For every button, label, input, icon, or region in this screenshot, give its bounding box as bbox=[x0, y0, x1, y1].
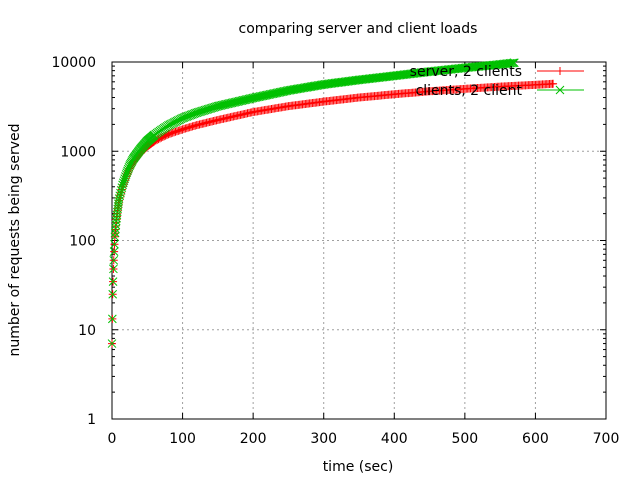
x-tick-label: 200 bbox=[240, 431, 267, 447]
x-axis-label: time (sec) bbox=[323, 459, 394, 475]
data-series bbox=[107, 58, 558, 348]
y-tick-label: 100 bbox=[69, 234, 96, 250]
x-tick-label: 100 bbox=[169, 431, 196, 447]
data-point bbox=[107, 339, 117, 348]
y-tick-label: 1 bbox=[87, 412, 96, 428]
x-tick-label: 500 bbox=[451, 431, 478, 447]
legend-label: clients, 2 client bbox=[416, 83, 523, 99]
data-point bbox=[124, 163, 134, 172]
series-2 bbox=[107, 58, 519, 348]
data-point bbox=[109, 255, 119, 265]
data-point bbox=[508, 58, 518, 68]
data-point bbox=[111, 220, 121, 230]
legend-label: server, 2 clients bbox=[410, 64, 522, 80]
data-point bbox=[507, 58, 516, 68]
axis-ticks: 0 100 200 300 400 500 600 700 1 10 100 1000 10000 bbox=[51, 55, 619, 447]
x-tick-label: 700 bbox=[593, 431, 620, 447]
data-point bbox=[509, 58, 519, 68]
data-point bbox=[109, 264, 118, 274]
x-tick-label: 400 bbox=[381, 431, 408, 447]
data-point bbox=[114, 194, 124, 203]
legend: server, 2 clients clients, 2 client bbox=[410, 64, 584, 99]
data-point bbox=[108, 289, 118, 299]
data-point bbox=[114, 196, 124, 206]
x-tick-label: 300 bbox=[310, 431, 337, 447]
x-tick-label: 600 bbox=[522, 431, 549, 447]
y-tick-label: 1000 bbox=[60, 144, 96, 160]
x-tick-label: 0 bbox=[108, 431, 117, 447]
data-point bbox=[108, 277, 118, 286]
legend-marker bbox=[556, 67, 564, 75]
legend-marker bbox=[555, 85, 565, 95]
data-point bbox=[110, 239, 119, 249]
data-point bbox=[111, 224, 120, 234]
grid bbox=[112, 62, 606, 419]
data-point bbox=[109, 247, 119, 257]
chart-title: comparing server and client loads bbox=[239, 21, 478, 37]
data-point bbox=[115, 191, 125, 201]
y-tick-label: 10 bbox=[78, 323, 96, 339]
data-point bbox=[110, 232, 120, 242]
data-point bbox=[117, 183, 127, 192]
data-point bbox=[549, 79, 558, 88]
data-point bbox=[110, 228, 120, 238]
y-tick-label: 10000 bbox=[51, 55, 96, 71]
data-point bbox=[116, 188, 125, 198]
data-point bbox=[116, 185, 126, 195]
data-point bbox=[107, 314, 117, 324]
y-axis-label: number of requests being served bbox=[7, 123, 23, 356]
